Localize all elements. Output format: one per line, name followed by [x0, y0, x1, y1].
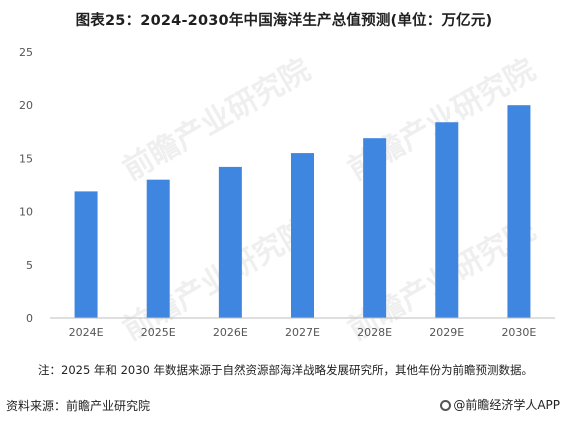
- brand-logo-icon: [440, 400, 452, 411]
- x-tick-label: 2029E: [429, 326, 464, 339]
- bar-chart: 0 5 10 15 20 25 2024E 2025E 2026E 2027E 2028E 2029…: [19, 46, 555, 339]
- bar-2029E: [435, 122, 459, 318]
- x-tick-label: 2030E: [501, 326, 536, 339]
- y-tick-label: 5: [26, 259, 33, 272]
- x-axis: 2024E 2025E 2026E 2027E 2028E 2029E 2030E: [69, 326, 537, 339]
- y-axis: 0 5 10 15 20 25: [19, 46, 33, 325]
- bar-2027E: [291, 153, 314, 318]
- bar-2024E: [74, 191, 98, 318]
- y-tick-label: 0: [26, 312, 33, 325]
- chart-title: 图表25：2024-2030年中国海洋生产总值预测(单位：万亿元): [75, 13, 493, 29]
- bar-2028E: [363, 138, 387, 318]
- bar-2025E: [146, 179, 170, 318]
- bar-series: [74, 105, 531, 318]
- x-tick-label: 2027E: [285, 326, 320, 339]
- y-tick-label: 20: [19, 99, 33, 112]
- x-tick-label: 2026E: [213, 326, 248, 339]
- source-label: 资料来源：前瞻产业研究院: [6, 399, 151, 413]
- footnote: 注：2025 年和 2030 年数据来源于自然资源部海洋战略发展研究所，其他年份…: [38, 363, 533, 377]
- brand-text: @前瞻经济学人APP: [453, 398, 560, 412]
- brand-label: @前瞻经济学人APP: [440, 396, 560, 413]
- x-tick-label: 2024E: [69, 326, 104, 339]
- bar-2026E: [218, 166, 242, 318]
- y-tick-label: 10: [19, 206, 33, 219]
- bar-2030E: [507, 105, 531, 318]
- x-tick-label: 2025E: [141, 326, 176, 339]
- y-tick-label: 25: [19, 46, 33, 59]
- x-tick-label: 2028E: [357, 326, 392, 339]
- y-tick-label: 15: [19, 152, 33, 165]
